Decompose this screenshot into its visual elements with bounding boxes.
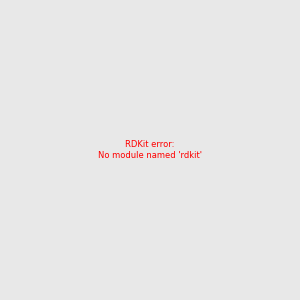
Text: RDKit error:
No module named 'rdkit': RDKit error: No module named 'rdkit' [98, 140, 202, 160]
